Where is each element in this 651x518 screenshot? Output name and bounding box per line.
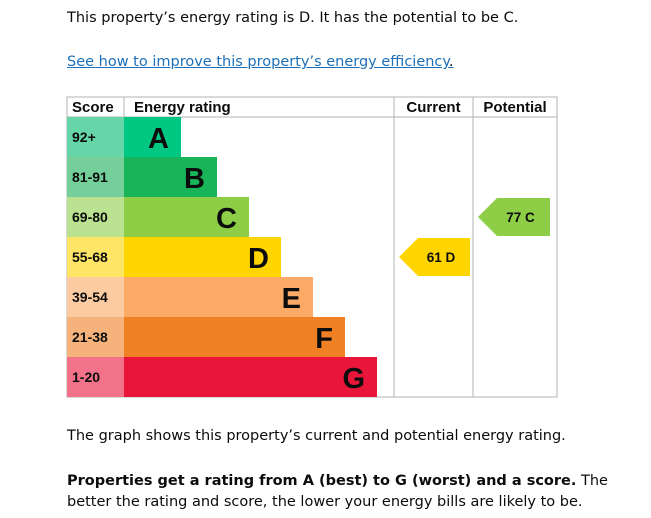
current-rating-arrow [399,238,470,276]
band-bar-d [124,237,281,277]
score-cell-a [67,117,124,157]
band-bar-g [124,357,377,397]
band-letter-d: D [248,243,269,275]
score-cell-c [67,197,124,237]
header-current: Current [406,99,460,116]
score-cell-d [67,237,124,277]
band-letter-c: C [216,203,237,235]
band-letter-e: E [282,283,301,315]
score-range-e: 39-54 [72,289,108,305]
score-cell-g [67,357,124,397]
rating-explanation-bold: Properties get a rating from A (best) to… [67,473,577,489]
link-trailing-period: . [448,54,454,70]
score-range-a: 92+ [72,129,96,145]
rating-summary: This property’s energy rating is D. It h… [67,10,519,26]
score-range-d: 55-68 [72,249,108,265]
score-range-f: 21-38 [72,329,108,345]
band-letter-a: A [148,123,169,155]
band-bar-c [124,197,249,237]
band-bar-e [124,277,313,317]
header-energy-rating: Energy rating [134,99,231,116]
header-potential: Potential [483,99,546,116]
band-bar-f [124,317,345,357]
score-cell-f [67,317,124,357]
score-cell-e [67,277,124,317]
potential-rating-label: 77 C [506,210,535,225]
improve-efficiency-link-text[interactable]: See how to improve this property’s energ… [67,54,449,70]
score-cell-b [67,157,124,197]
rating-explanation-rest: The better the rating and score, the low… [67,473,608,510]
band-letter-b: B [184,163,205,195]
header-score: Score [72,99,114,116]
chart-caption: The graph shows this property’s current … [67,428,566,444]
potential-rating-arrow [478,198,550,236]
band-bar-a [124,117,181,157]
band-bar-b [124,157,217,197]
score-range-c: 69-80 [72,209,108,225]
rating-explanation: Properties get a rating from A (best) to… [67,471,627,513]
score-range-b: 81-91 [72,169,108,185]
score-range-g: 1-20 [72,369,100,385]
improve-efficiency-link[interactable]: See how to improve this property’s energ… [67,54,454,70]
current-rating-label: 61 D [427,250,456,265]
band-letter-f: F [315,323,333,355]
band-letter-g: G [342,363,365,395]
